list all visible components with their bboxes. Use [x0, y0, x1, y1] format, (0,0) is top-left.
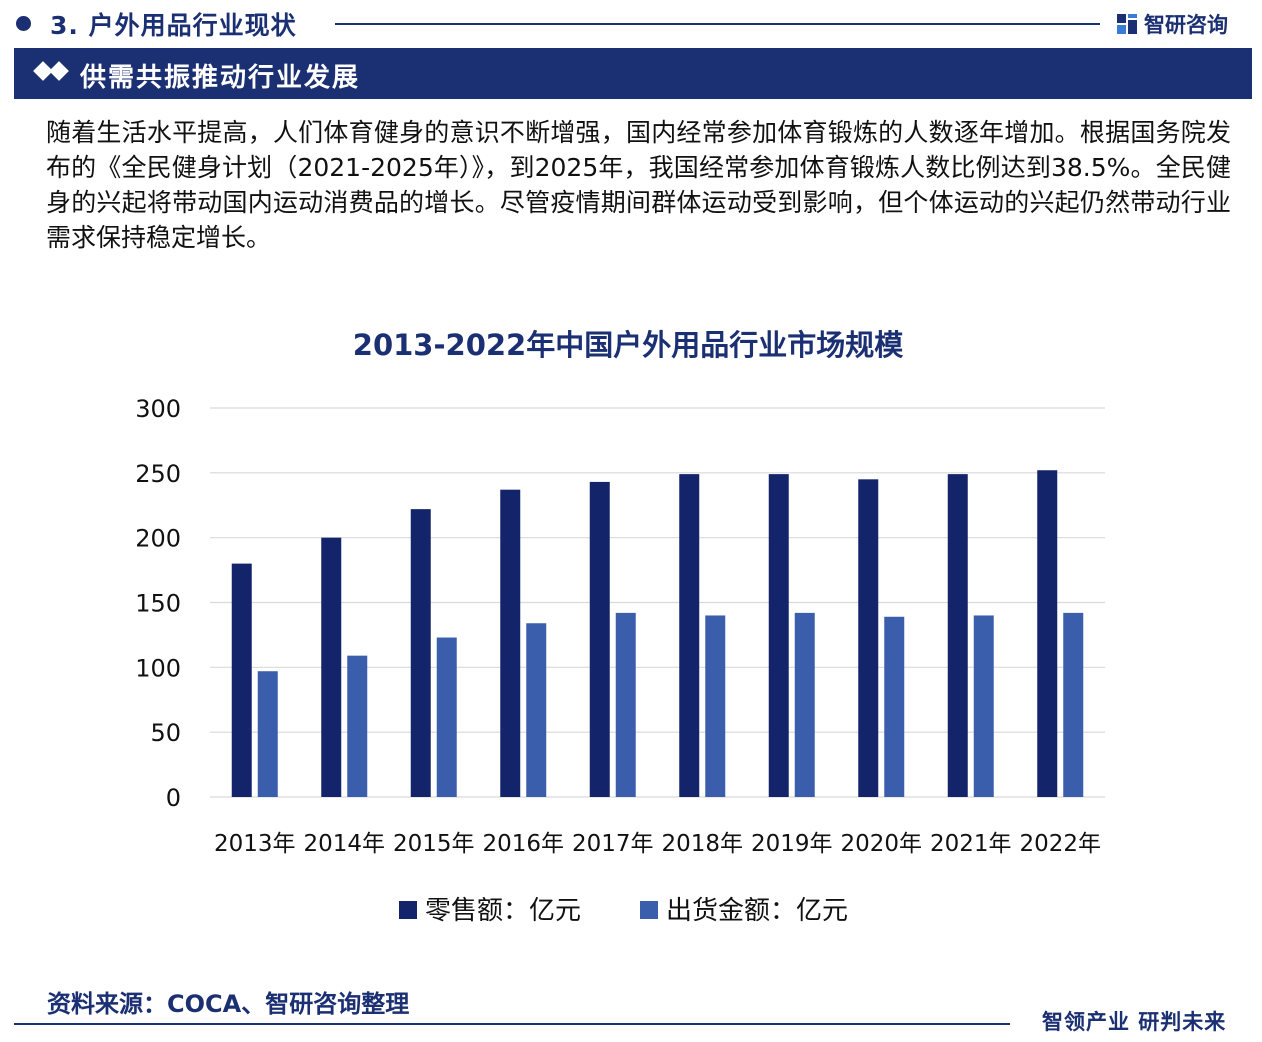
slogan: 智领产业 研判未来	[1042, 1010, 1227, 1034]
legend: 零售额：亿元 出货金额：亿元	[399, 896, 848, 926]
x-tick-label: 2021年	[930, 831, 1012, 857]
y-tick-label: 50	[150, 719, 181, 747]
grid-lines	[210, 407, 1105, 798]
y-tick-label: 250	[135, 460, 181, 488]
y-axis-ticks: 0 50 100 150 200 250 300	[135, 395, 181, 812]
source-note: 资料来源：COCA、智研咨询整理	[47, 990, 410, 1018]
bar-shipment	[1063, 612, 1084, 797]
bar-shipment	[615, 612, 636, 797]
legend-label: 零售额：亿元	[425, 896, 581, 926]
bar-retail	[231, 563, 252, 797]
legend-swatch	[399, 901, 417, 919]
bullet-icon	[16, 16, 31, 31]
section-title: 3. 户外用品行业现状	[50, 11, 297, 40]
y-tick-label: 0	[166, 784, 181, 812]
y-tick-label: 300	[135, 395, 181, 423]
bar-retail	[679, 474, 700, 797]
bar-shipment	[794, 612, 815, 797]
bars	[231, 470, 1084, 797]
banner-title: 供需共振推动行业发展	[80, 63, 361, 93]
x-tick-label: 2013年	[214, 831, 296, 857]
x-tick-label: 2014年	[303, 831, 385, 857]
intro-paragraph: 随着生活水平提高，人们体育健身的意识不断增强，国内经常参加体育锻炼的人数逐年增加…	[46, 118, 1231, 252]
chart-title: 2013-2022年中国户外用品行业市场规模	[353, 328, 904, 362]
bar-shipment	[884, 616, 905, 797]
y-tick-label: 150	[135, 590, 181, 618]
top-bar: 3. 户外用品行业现状 智研咨询	[0, 0, 1262, 48]
x-tick-label: 2020年	[840, 831, 922, 857]
x-tick-label: 2018年	[661, 831, 743, 857]
banner: 供需共振推动行业发展	[14, 48, 1252, 99]
bar-shipment	[347, 655, 368, 797]
bar-shipment	[436, 637, 457, 797]
bar-shipment	[257, 671, 278, 797]
x-tick-label: 2016年	[482, 831, 564, 857]
bar-retail	[947, 474, 968, 797]
legend-label: 出货金额：亿元	[666, 896, 848, 926]
x-axis-ticks: 2013年 2014年 2015年 2016年 2017年 2018年 2019年 2020年…	[214, 831, 1101, 857]
y-tick-label: 100	[135, 654, 181, 682]
y-tick-label: 200	[135, 525, 181, 553]
x-tick-label: 2022年	[1019, 831, 1101, 857]
bar-shipment	[705, 615, 726, 797]
header-divider	[335, 23, 1100, 25]
bar-retail	[858, 479, 879, 797]
bar-retail	[589, 481, 610, 797]
bar-shipment	[526, 623, 547, 797]
x-tick-label: 2019年	[751, 831, 833, 857]
x-tick-label: 2015年	[393, 831, 475, 857]
bar-retail	[410, 509, 431, 797]
bar-retail	[500, 489, 521, 797]
bar-retail	[321, 537, 342, 797]
brand: 智研咨询	[1116, 9, 1228, 39]
bar-retail	[768, 474, 789, 797]
legend-swatch	[640, 901, 658, 919]
bar-retail	[1037, 470, 1058, 797]
zhiyan-logo-icon	[1117, 14, 1137, 34]
bar-shipment	[973, 615, 994, 797]
brand-name: 智研咨询	[1144, 13, 1228, 37]
footer-divider	[14, 1023, 1010, 1025]
x-tick-label: 2017年	[572, 831, 654, 857]
